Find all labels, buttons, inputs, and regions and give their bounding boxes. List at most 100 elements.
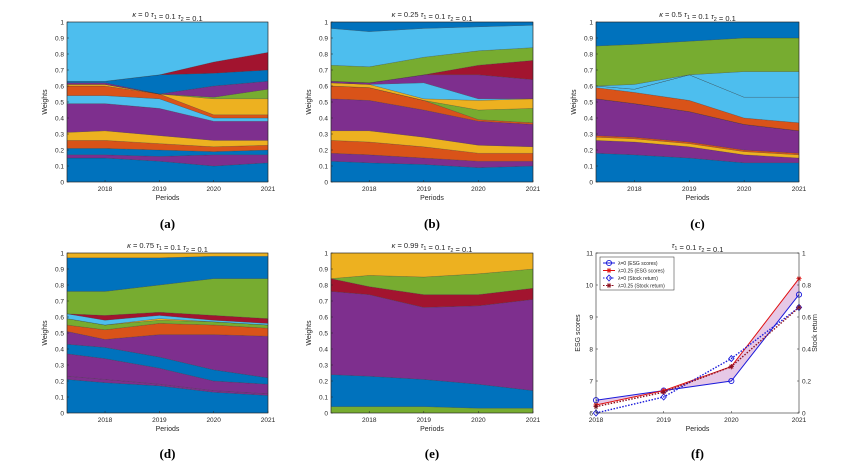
marker-star (606, 282, 612, 289)
y-tick-label: 0.5 (55, 330, 64, 337)
y-tick-label: 0.4 (55, 115, 64, 122)
x-tick-label: 2018 (98, 417, 113, 424)
y2-tick-label: 0.2 (802, 378, 811, 385)
x-axis-label: Periods (686, 195, 710, 202)
y-tick-label: 1 (324, 19, 328, 26)
chart-panel-c: 0 0.1 0.2 0.3 0.4 0.5 0.6 0.7 0.8 0.9 1 2018 2019 202… (571, 10, 807, 231)
x-tick-label: 2018 (362, 186, 377, 193)
x-tick-label: 2021 (526, 417, 541, 424)
x-tick-label: 2020 (724, 417, 739, 424)
y-tick-label: 0.7 (319, 298, 328, 305)
y2-tick-label: 1 (802, 250, 806, 257)
y-tick-label: 1 (589, 19, 593, 26)
marker-circle (728, 377, 735, 385)
x-tick-label: 2021 (261, 417, 276, 424)
y-tick-label: 0.8 (319, 51, 328, 58)
x-tick-label: 2018 (362, 417, 377, 424)
x-tick-label: 2020 (206, 417, 221, 424)
y-tick-label: 1 (60, 250, 64, 257)
y-tick-label: 0.9 (319, 266, 328, 273)
y-tick-label: 0.4 (319, 346, 328, 353)
x-tick-label: 2020 (471, 417, 486, 424)
y-tick-label: 0.4 (584, 115, 593, 122)
y-tick-label: 0.3 (319, 362, 328, 369)
x-tick-label: 2018 (627, 186, 642, 193)
legend-entry: λ=0.25 (ESG scores) (618, 269, 665, 275)
panel-caption: (b) (424, 216, 440, 231)
marker-circle (605, 259, 613, 267)
x-axis-label: Periods (156, 426, 180, 433)
marker-star (728, 364, 734, 370)
y-tick-label: 0.9 (319, 35, 328, 42)
chart-title: κ = 0.5 τ1 = 0.1 τ2 = 0.1 (659, 10, 736, 23)
y2-tick-label: 0.4 (802, 346, 811, 353)
series-line (595, 306, 800, 414)
y-tick-label: 0.6 (55, 83, 64, 90)
panel-caption: (d) (160, 446, 176, 461)
y-tick-label: 0.7 (319, 67, 328, 74)
y-tick-label: 7 (589, 378, 593, 385)
marker-diamond (592, 409, 600, 417)
x-tick-label: 2021 (792, 417, 807, 424)
marker-diamond (605, 274, 613, 282)
marker-star (661, 389, 667, 395)
panel-caption: (e) (425, 446, 439, 461)
y-tick-label: 0.3 (584, 131, 593, 138)
y-tick-label: 0.2 (319, 147, 328, 154)
x-tick-label: 2020 (737, 186, 752, 193)
y-tick-label: 0.8 (55, 51, 64, 58)
y-tick-label: 9 (589, 314, 593, 321)
chart-title: τ1 = 0.1 τ2 = 0.1 (672, 241, 724, 254)
legend-entry: λ=0 (ESG scores) (618, 261, 658, 267)
chart-title: κ = 0.25 τ1 = 0.1 τ2 = 0.1 (392, 10, 473, 23)
x-tick-label: 2021 (261, 186, 276, 193)
legend-entry: λ=0 (Stock return) (618, 276, 658, 282)
x-tick-label: 2021 (526, 186, 541, 193)
x-tick-label: 2019 (417, 417, 432, 424)
chart-title: κ = 0.75 τ1 = 0.1 τ2 = 0.1 (127, 241, 208, 254)
y2-tick-label: 0 (802, 410, 806, 417)
y2-axis-label: Stock return (812, 314, 819, 352)
y-axis-label: Weights (571, 89, 578, 115)
x-tick-label: 2018 (98, 186, 113, 193)
y-tick-label: 0.1 (55, 394, 64, 401)
y-tick-label: 0.8 (319, 282, 328, 289)
legend: λ=0 (ESG scores) λ=0.25 (ESG scores)λ=0 (… (599, 256, 675, 291)
y-tick-label: 0 (324, 410, 328, 417)
y-tick-label: 0.3 (55, 362, 64, 369)
y-tick-label: 1 (60, 19, 64, 26)
y-tick-label: 6 (589, 410, 593, 417)
chart-title: κ = 0.99 τ1 = 0.1 τ2 = 0.1 (392, 241, 473, 254)
y-tick-label: 0.3 (319, 131, 328, 138)
x-tick-label: 2018 (589, 417, 604, 424)
y-tick-label: 0.7 (55, 67, 64, 74)
y-tick-label: 0 (60, 179, 64, 186)
x-axis-label: Periods (156, 195, 180, 202)
x-tick-label: 2019 (656, 417, 671, 424)
y-tick-label: 0 (324, 179, 328, 186)
y-tick-label: 0.6 (319, 314, 328, 321)
y-tick-label: 0.5 (55, 99, 64, 106)
plot-frame (595, 252, 800, 414)
y-tick-label: 8 (589, 346, 593, 353)
y-axis-label: Weights (306, 320, 313, 346)
chart-title: κ = 0 τ1 = 0.1 τ2 = 0.1 (132, 10, 202, 23)
x-tick-label: 2019 (417, 186, 432, 193)
y-tick-label: 0.8 (584, 51, 593, 58)
x-axis-label: Periods (686, 426, 710, 433)
series-line (595, 306, 800, 408)
y-tick-label: 0.2 (55, 378, 64, 385)
y-tick-label: 0.5 (319, 330, 328, 337)
y-tick-label: 0.4 (55, 346, 64, 353)
y-tick-label: 0.7 (55, 298, 64, 305)
y-tick-label: 0 (589, 179, 593, 186)
chart-panel-e: 0 0.1 0.2 0.3 0.4 0.5 0.6 0.7 0.8 0.9 1 2018 2019 202… (306, 241, 541, 461)
marker-diamond (728, 354, 735, 363)
y2-tick-label: 0.8 (802, 282, 811, 289)
marker-diamond (660, 393, 667, 401)
y-tick-label: 0.2 (319, 378, 328, 385)
y-tick-label: 0.1 (55, 163, 64, 170)
y-tick-label: 0.9 (55, 266, 64, 273)
chart-panel-a: 0 0.1 0.2 0.3 0.4 0.5 0.6 0.7 0.8 0.9 1 2018 2019 202… (42, 10, 276, 231)
